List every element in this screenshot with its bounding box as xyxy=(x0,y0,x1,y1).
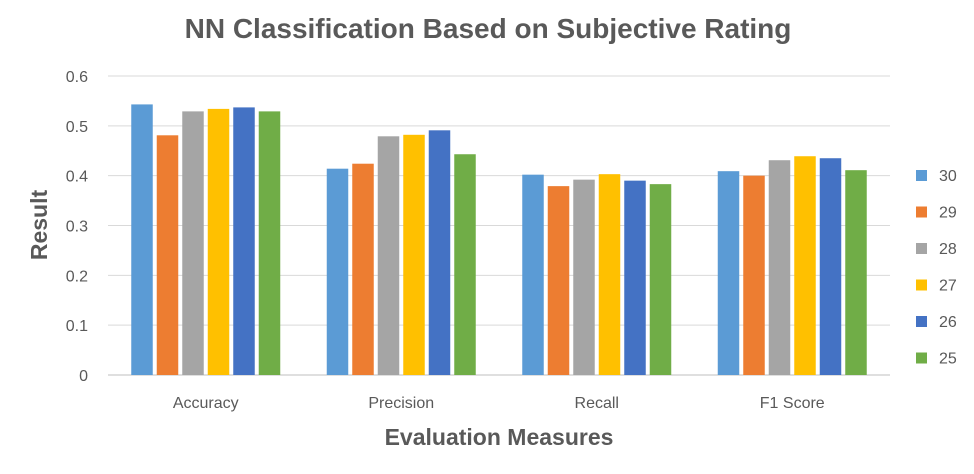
x-tick-label: Precision xyxy=(368,395,434,412)
legend-swatch-29 xyxy=(916,206,927,218)
y-axis-title: Result xyxy=(26,190,52,261)
bar-27-accuracy xyxy=(207,108,230,375)
legend-label: 28 xyxy=(939,241,957,258)
y-tick-label: 0 xyxy=(79,368,88,385)
legend-swatch-27 xyxy=(916,279,927,291)
legend-label: 26 xyxy=(939,314,957,331)
y-tick-label: 0.4 xyxy=(66,169,88,186)
bars xyxy=(131,104,867,376)
bar-28-recall xyxy=(573,179,595,375)
bar-27-recall xyxy=(598,174,621,375)
legend-swatch-26 xyxy=(916,316,927,327)
chart-title: NN Classification Based on Subjective Ra… xyxy=(185,13,792,44)
bar-30-precision xyxy=(326,168,349,375)
bar-28-accuracy xyxy=(182,111,204,376)
bar-28-precision xyxy=(377,136,400,375)
y-tick-label: 0.6 xyxy=(66,69,88,86)
y-axis-ticks: 0 0.1 0.2 0.3 0.4 0.5 0.6 xyxy=(66,69,88,385)
bar-29-precision xyxy=(352,163,374,375)
legend-swatch-28 xyxy=(916,243,927,254)
bar-26-f1-score xyxy=(819,158,842,375)
x-axis-title: Evaluation Measures xyxy=(385,424,614,450)
bar-26-precision xyxy=(428,130,451,375)
bar-29-recall xyxy=(547,186,570,375)
bar-29-accuracy xyxy=(156,135,179,375)
bar-28-f1-score xyxy=(768,160,791,375)
bar-25-accuracy xyxy=(258,111,281,376)
y-tick-label: 0.2 xyxy=(66,268,88,285)
x-tick-label: Recall xyxy=(575,395,619,412)
legend-label: 30 xyxy=(939,168,957,185)
legend-swatch-30 xyxy=(916,170,927,181)
bar-29-f1-score xyxy=(743,175,765,375)
bar-27-f1-score xyxy=(794,156,816,375)
legend: 30 29 28 27 26 25 xyxy=(916,168,957,368)
bar-25-recall xyxy=(649,184,672,375)
legend-label: 29 xyxy=(939,205,957,222)
y-tick-label: 0.3 xyxy=(66,219,88,236)
x-tick-label: Accuracy xyxy=(173,395,239,412)
y-tick-label: 0.1 xyxy=(66,318,88,335)
bar-30-accuracy xyxy=(131,104,153,375)
x-tick-label: F1 Score xyxy=(760,395,825,412)
legend-swatch-25 xyxy=(916,352,927,364)
bar-30-recall xyxy=(522,174,544,375)
legend-label: 27 xyxy=(939,278,957,295)
y-tick-label: 0.5 xyxy=(66,119,88,136)
x-axis-ticks: Accuracy Precision Recall F1 Score xyxy=(173,395,825,412)
bar-26-recall xyxy=(624,180,646,375)
bar-25-f1-score xyxy=(845,170,867,375)
bar-26-accuracy xyxy=(233,107,255,376)
bar-27-precision xyxy=(403,134,425,375)
bar-30-f1-score xyxy=(717,171,740,375)
bar-25-precision xyxy=(454,154,476,375)
legend-label: 25 xyxy=(939,351,957,368)
